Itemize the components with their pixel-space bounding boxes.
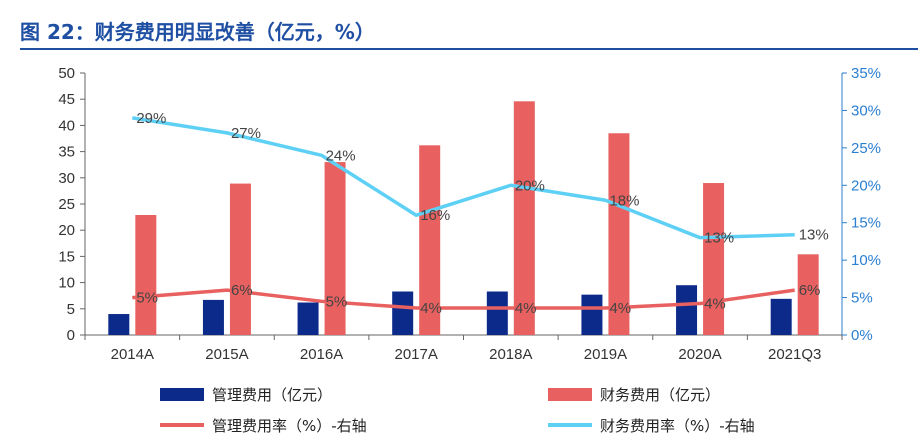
title-underline bbox=[20, 48, 918, 50]
data-label: 20% bbox=[515, 177, 545, 194]
left-tick-label: 15 bbox=[58, 248, 75, 265]
data-label: 29% bbox=[136, 110, 166, 127]
finance-expense-rate-line bbox=[132, 116, 795, 240]
left-tick-label: 10 bbox=[58, 275, 75, 292]
bar bbox=[297, 302, 319, 335]
bar bbox=[581, 294, 603, 335]
x-tick-label: 2021Q3 bbox=[768, 346, 821, 363]
legend-label: 财务费用（亿元） bbox=[600, 386, 720, 404]
data-label: 18% bbox=[609, 192, 639, 209]
data-label: 4% bbox=[609, 300, 631, 317]
legend-label: 管理费用率（%）-右轴 bbox=[212, 417, 367, 435]
bar bbox=[419, 145, 441, 335]
bar bbox=[135, 215, 157, 335]
right-tick-label: 0% bbox=[851, 327, 873, 344]
chart-bars bbox=[108, 101, 819, 336]
bar bbox=[676, 285, 698, 335]
bar bbox=[324, 162, 346, 335]
data-label: 6% bbox=[799, 282, 821, 299]
data-label: 13% bbox=[799, 227, 829, 244]
right-tick-label: 15% bbox=[851, 215, 881, 232]
chart-axes: 0 5 10 15 20 25 30 35 40 45 50 0% 5% 10% 15% 20% 25% 30% 3… bbox=[58, 65, 881, 363]
bar bbox=[229, 183, 251, 335]
right-tick-label: 35% bbox=[851, 65, 881, 82]
bar bbox=[392, 291, 414, 335]
data-label: 16% bbox=[420, 207, 450, 224]
right-tick-label: 20% bbox=[851, 177, 881, 194]
bar bbox=[202, 299, 224, 335]
data-label: 4% bbox=[704, 296, 726, 313]
bar bbox=[770, 298, 792, 335]
bar bbox=[608, 133, 630, 335]
bar bbox=[108, 314, 130, 335]
left-tick-label: 20 bbox=[58, 222, 75, 239]
x-tick-label: 2015A bbox=[205, 346, 248, 363]
chart-lines bbox=[132, 116, 795, 310]
data-label: 4% bbox=[515, 300, 537, 317]
data-label: 5% bbox=[136, 290, 158, 307]
data-label: 5% bbox=[326, 293, 348, 310]
data-label: 6% bbox=[231, 282, 253, 299]
x-tick-label: 2017A bbox=[395, 346, 438, 363]
x-tick-label: 2019A bbox=[584, 346, 627, 363]
left-tick-label: 40 bbox=[58, 117, 75, 134]
x-tick-label: 2020A bbox=[678, 346, 721, 363]
right-tick-label: 10% bbox=[851, 252, 881, 269]
bar bbox=[797, 254, 819, 335]
left-tick-label: 45 bbox=[58, 91, 75, 108]
bar bbox=[703, 183, 725, 335]
left-tick-label: 25 bbox=[58, 196, 75, 213]
left-tick-label: 5 bbox=[67, 301, 75, 318]
data-label: 27% bbox=[231, 125, 261, 142]
left-tick-label: 50 bbox=[58, 65, 75, 82]
x-tick-label: 2014A bbox=[111, 346, 154, 363]
legend-swatch bbox=[548, 388, 592, 401]
bar bbox=[486, 291, 508, 335]
data-label: 4% bbox=[420, 300, 442, 317]
x-tick-label: 2016A bbox=[300, 346, 343, 363]
x-tick-label: 2018A bbox=[489, 346, 532, 363]
legend-swatch bbox=[160, 388, 204, 401]
chart-legend: 管理费用（亿元） 财务费用（亿元） 管理费用率（%）-右轴 财务费用率（%）-右轴 bbox=[160, 386, 755, 435]
right-tick-label: 30% bbox=[851, 102, 881, 119]
legend-label: 管理费用（亿元） bbox=[212, 386, 332, 404]
left-tick-label: 30 bbox=[58, 170, 75, 187]
data-label: 24% bbox=[326, 147, 356, 164]
right-tick-label: 5% bbox=[851, 290, 873, 307]
right-tick-label: 25% bbox=[851, 140, 881, 157]
chart-data-labels: 5% 6% 5% 4% 4% 4% 4% 6% 29% 27% 24% 16% 20% 18% 13% 13% bbox=[136, 110, 828, 317]
admin-expense-rate-line bbox=[132, 288, 795, 310]
chart-title: 图 22：财务费用明显改善（亿元，%） bbox=[20, 20, 375, 44]
bar bbox=[513, 101, 535, 336]
left-tick-label: 0 bbox=[67, 327, 75, 344]
data-label: 13% bbox=[704, 230, 734, 247]
legend-label: 财务费用率（%）-右轴 bbox=[600, 417, 755, 435]
left-tick-label: 35 bbox=[58, 144, 75, 161]
